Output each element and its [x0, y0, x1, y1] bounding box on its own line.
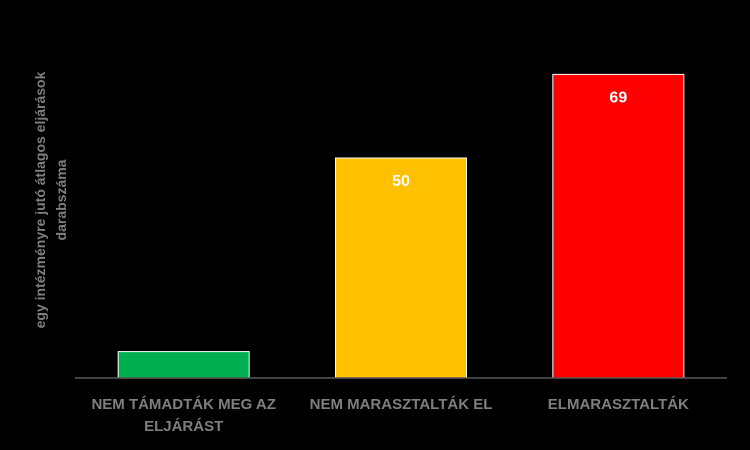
bars-group	[117, 73, 685, 379]
data-label-3: 69	[609, 89, 627, 106]
y-axis-title: egy intézményre jutó átlagos eljárások d…	[32, 71, 69, 328]
bar-2	[335, 157, 467, 379]
data-labels-group: 50 69	[392, 89, 627, 190]
category-label-3-line-1: ELMARASZTALTÁK	[548, 396, 689, 413]
bar-1	[117, 351, 250, 379]
category-label-2-line-1: NEM MARASZTALTÁK EL	[310, 396, 493, 413]
data-label-2: 50	[392, 173, 410, 190]
bar-3	[552, 73, 685, 379]
category-label-1-line-1: NEM TÁMADTÁK MEG AZ	[91, 396, 275, 413]
y-axis-title-line-1: egy intézményre jutó átlagos eljárások	[32, 71, 48, 328]
category-label-1-line-2: ELJÁRÁST	[144, 418, 223, 435]
y-axis-title-line-2: darabszáma	[53, 159, 69, 240]
category-labels-group: NEM TÁMADTÁK MEG AZ ELJÁRÁST NEM MARASZTAL…	[91, 396, 689, 435]
